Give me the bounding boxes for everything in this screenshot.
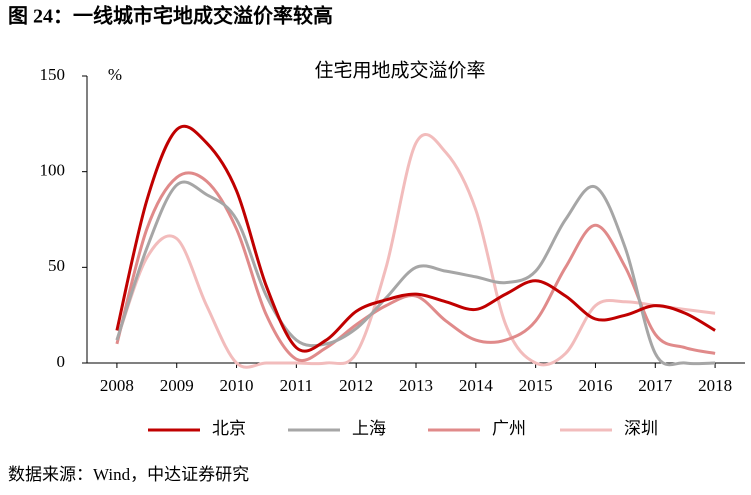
x-tick-label: 2015 (519, 376, 553, 395)
x-tick-label: 2010 (220, 376, 254, 395)
x-tick-label: 2008 (100, 376, 134, 395)
x-tick-label: 2009 (160, 376, 194, 395)
series-line (115, 133, 716, 369)
y-tick-label: 150 (40, 65, 66, 84)
x-tick-label: 2016 (578, 376, 612, 395)
legend-label: 北京 (212, 419, 246, 438)
y-tick-label: 50 (48, 256, 65, 275)
y-tick-label: 100 (40, 161, 66, 180)
chart-title: 住宅用地成交溢价率 (314, 59, 485, 81)
legend-label: 上海 (352, 419, 386, 438)
legend-label: 深圳 (624, 419, 658, 438)
x-tick-label: 2013 (399, 376, 433, 395)
x-tick-label: 2011 (280, 376, 313, 395)
series-line (115, 124, 716, 353)
legend-label: 广州 (492, 419, 526, 438)
x-tick-label: 2014 (459, 376, 494, 395)
source: 数据来源：Wind，中达证券研究 (8, 465, 249, 484)
figure-title: 图 24：一线城市宅地成交溢价率较高 (8, 4, 333, 28)
x-tick-label: 2018 (698, 376, 732, 395)
series-line (115, 180, 716, 367)
x-tick-label: 2017 (638, 376, 673, 395)
y-tick-label: 0 (57, 352, 66, 371)
y-unit: % (108, 65, 122, 84)
x-tick-label: 2012 (339, 376, 373, 395)
